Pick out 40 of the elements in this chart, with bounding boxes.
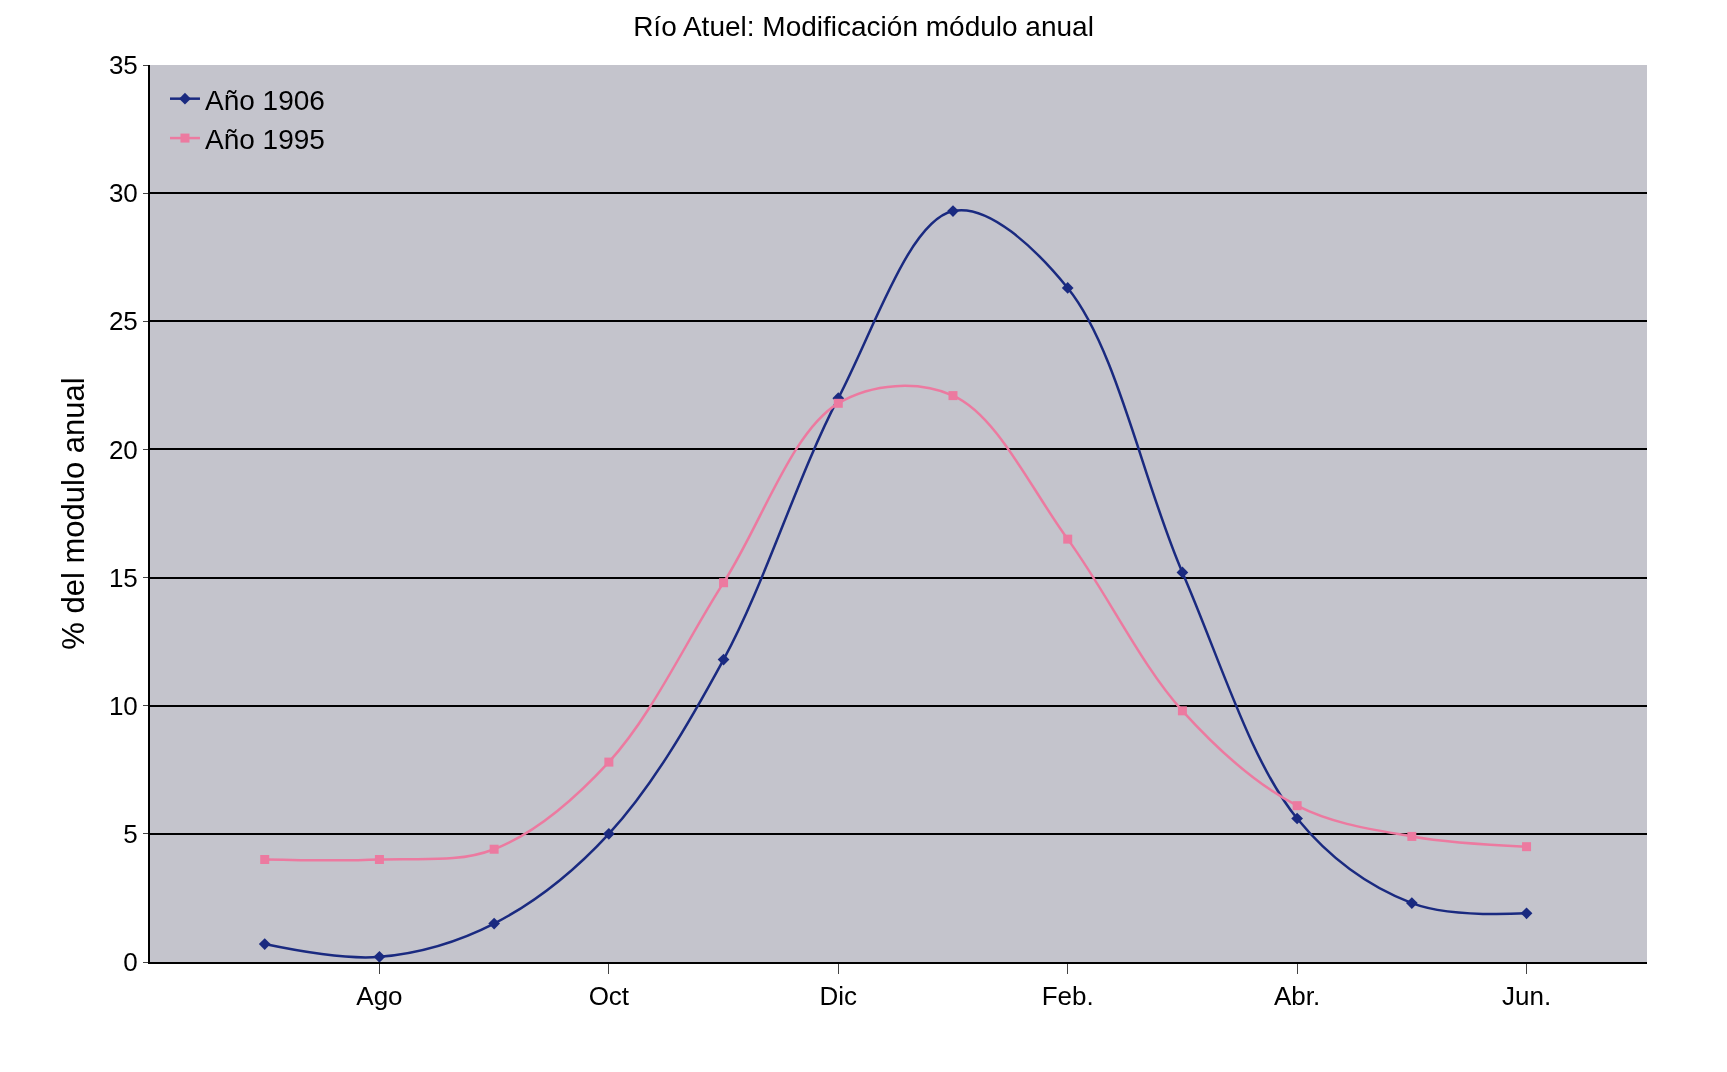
point	[717, 653, 730, 666]
point	[488, 917, 500, 930]
point	[374, 854, 384, 864]
y-tick-label: 0	[123, 947, 138, 978]
x-tick-label: Abr.	[1274, 981, 1321, 1012]
y-tick-label: 30	[108, 178, 138, 209]
y-tick-label: 35	[108, 50, 138, 81]
y-tick-label: 15	[108, 562, 138, 593]
point	[260, 854, 270, 864]
legend-label: Año 1906	[204, 84, 325, 116]
point	[1520, 907, 1533, 920]
y-tick-label: 10	[108, 690, 138, 721]
point	[833, 398, 843, 408]
x-tick-label: Oct	[588, 981, 630, 1012]
point	[1063, 534, 1073, 544]
point	[1407, 831, 1417, 841]
point	[1291, 812, 1303, 825]
y-tick-label: 25	[108, 306, 138, 337]
chart-title: Río Atuel: Modificación módulo anual	[633, 10, 1094, 42]
legend-label: Año 1995	[204, 123, 325, 155]
x-tick-label: Ago	[356, 981, 403, 1012]
point	[604, 757, 614, 767]
y-tick-label: 5	[123, 818, 138, 849]
point	[1405, 897, 1418, 909]
point	[258, 938, 271, 950]
point	[603, 828, 615, 840]
point	[1292, 801, 1302, 811]
point	[1061, 282, 1074, 294]
point	[373, 951, 386, 962]
point	[1177, 706, 1187, 716]
point	[1176, 566, 1189, 579]
point	[719, 578, 729, 588]
y-tick-label: 20	[108, 434, 138, 465]
x-tick-label: Feb.	[1041, 981, 1094, 1012]
point	[948, 391, 958, 401]
x-tick-label: Dic	[819, 981, 858, 1012]
y-axis-title: % del modulo anual	[56, 377, 92, 650]
point	[1522, 842, 1532, 852]
x-tick-label: Jun.	[1501, 981, 1552, 1012]
point	[489, 844, 499, 854]
